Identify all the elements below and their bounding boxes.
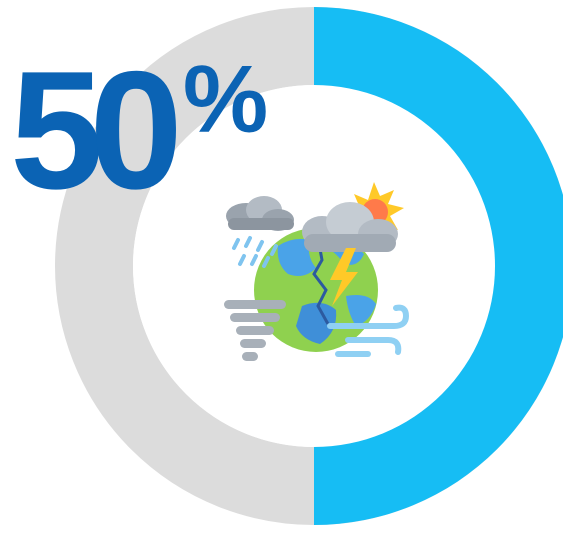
percent-label: 50 % <box>10 46 268 226</box>
wind-icon <box>327 304 410 357</box>
lightning-icon <box>330 248 358 306</box>
percent-sign: % <box>182 46 269 153</box>
rain-cloud-icon <box>226 196 294 268</box>
percent-number: 50 <box>10 36 183 224</box>
climate-weather-earth-icon <box>218 176 414 366</box>
tornado-icon <box>224 300 286 361</box>
storm-cloud-icon <box>302 202 398 252</box>
